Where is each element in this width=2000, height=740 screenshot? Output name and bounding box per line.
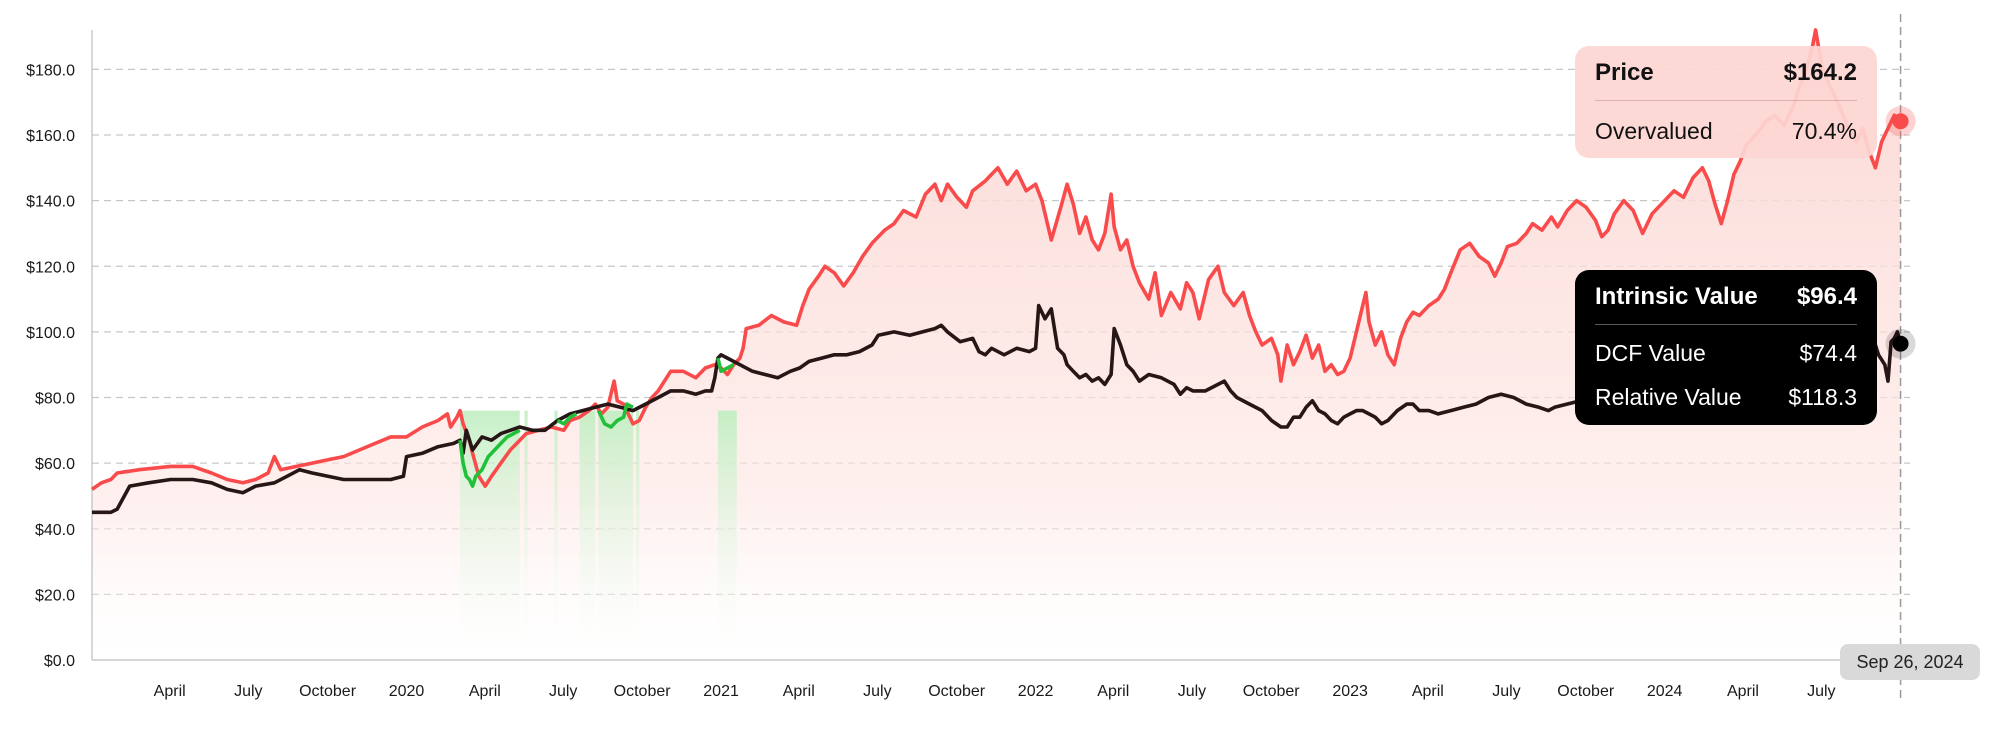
undervalued-band	[579, 410, 596, 660]
y-tick-label: $0.0	[44, 653, 75, 670]
price-tooltip-divider	[1595, 100, 1857, 101]
axes: $0.0 $20.0 $40.0 $60.0 $80.0 $100.0 $120.0 $140…	[26, 30, 1910, 700]
dcf-value: $74.4	[1799, 339, 1857, 366]
x-tick-label: July	[1492, 683, 1520, 700]
undervalued-price-segment	[596, 402, 634, 429]
undervalued-band	[554, 410, 558, 660]
price-tooltip-title: Price	[1595, 59, 1654, 86]
x-tick-label: April	[1097, 683, 1129, 700]
x-tick-label: October	[299, 683, 357, 700]
x-tick-label: July	[549, 683, 577, 700]
undervalued-band	[598, 410, 633, 660]
cursor-date-badge: Sep 26, 2024	[1840, 644, 1980, 680]
y-tick-label: $80.0	[35, 391, 75, 408]
x-tick-label: April	[1412, 683, 1444, 700]
price-tooltip: Price $164.2 Overvalued 70.4%	[1575, 46, 1877, 158]
overvalued-label: Overvalued	[1595, 117, 1713, 144]
intrinsic-tooltip-title: Intrinsic Value	[1595, 283, 1758, 310]
series-lines	[90, 28, 1903, 515]
cursor-markers	[1885, 14, 1916, 698]
undervalued-band	[717, 410, 737, 660]
x-tick-label: April	[469, 683, 501, 700]
x-tick-label: 2021	[703, 683, 739, 700]
overvalued-area	[92, 30, 1901, 660]
undervalued-price-segment	[556, 412, 578, 426]
y-tick-label: $60.0	[35, 456, 75, 473]
undervalued-price-segment	[716, 357, 735, 374]
x-tick-label: October	[1243, 683, 1301, 700]
price-line	[90, 28, 1902, 491]
undervalued-band	[524, 410, 528, 660]
x-tick-label: October	[614, 683, 672, 700]
x-tick-label: April	[1727, 683, 1759, 700]
dcf-value-label: DCF Value	[1595, 339, 1706, 366]
intrinsic-value-tooltip: Intrinsic Value $96.4 DCF Value $74.4 Re…	[1575, 270, 1877, 425]
x-tick-label: October	[928, 683, 986, 700]
x-tick-label: July	[1807, 683, 1835, 700]
undervalued-band	[636, 410, 640, 660]
intrinsic-tooltip-divider	[1595, 324, 1857, 325]
y-tick-label: $140.0	[26, 194, 75, 211]
y-tick-label: $20.0	[35, 587, 75, 604]
relative-value: $118.3	[1788, 383, 1857, 410]
intrinsic-tooltip-value: $96.4	[1796, 283, 1857, 310]
x-tick-label: 2022	[1018, 683, 1054, 700]
price-tooltip-value: $164.2	[1783, 59, 1857, 86]
price-marker	[1892, 113, 1909, 130]
y-tick-label: $180.0	[26, 62, 75, 79]
intrinsic-marker	[1892, 335, 1909, 352]
x-tick-label: July	[234, 683, 262, 700]
y-tick-label: $100.0	[26, 325, 75, 342]
x-tick-label: July	[863, 683, 891, 700]
undervalued-price-segment	[458, 428, 521, 488]
relative-value-label: Relative Value	[1595, 383, 1742, 410]
y-tick-label: $40.0	[35, 522, 75, 539]
y-tick-label: $160.0	[26, 128, 75, 145]
x-tick-label: April	[783, 683, 815, 700]
x-tick-label: October	[1557, 683, 1615, 700]
x-tick-label: July	[1178, 683, 1206, 700]
overvalued-percent: 70.4%	[1791, 117, 1857, 144]
area-fills	[92, 30, 1901, 660]
x-tick-label: 2020	[389, 683, 425, 700]
x-tick-label: 2024	[1647, 683, 1683, 700]
x-tick-label: 2023	[1332, 683, 1368, 700]
y-tick-label: $120.0	[26, 259, 75, 276]
x-tick-label: April	[154, 683, 186, 700]
